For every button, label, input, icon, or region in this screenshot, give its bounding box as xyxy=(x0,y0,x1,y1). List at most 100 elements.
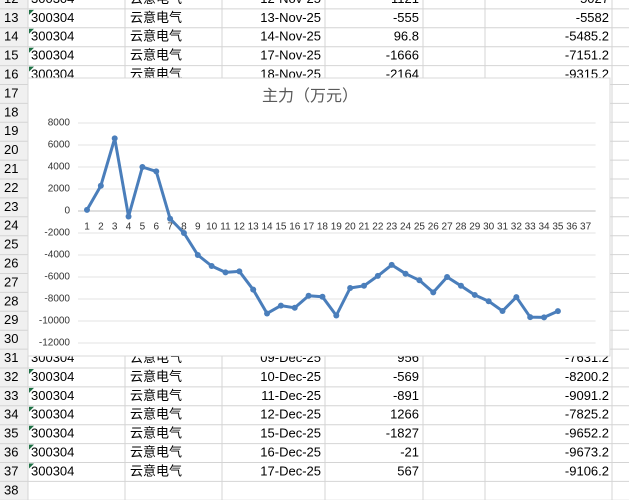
row-number: 23 xyxy=(4,199,18,214)
y-tick-label: -12000 xyxy=(39,338,71,349)
data-point xyxy=(97,182,104,189)
cell: 13-Nov-25 xyxy=(260,10,321,25)
x-tick-label: 6 xyxy=(153,222,159,233)
cell-marker xyxy=(29,444,34,450)
data-point xyxy=(139,164,146,170)
data-point xyxy=(305,292,312,299)
x-tick-label: 1 xyxy=(84,222,90,233)
cell: 300304 xyxy=(31,426,74,441)
x-tick-label: 25 xyxy=(414,222,426,233)
y-tick-label: 6000 xyxy=(48,140,71,151)
chart-area xyxy=(27,77,611,357)
x-tick-label: 14 xyxy=(261,222,273,233)
y-tick-label: 0 xyxy=(64,206,70,217)
cell: -1666 xyxy=(386,48,419,63)
data-point xyxy=(347,285,354,291)
x-tick-label: 16 xyxy=(289,222,301,233)
data-point xyxy=(388,261,395,268)
cell: 10-Dec-25 xyxy=(260,369,321,384)
row-number: 37 xyxy=(4,463,18,478)
x-tick-label: 20 xyxy=(345,222,357,233)
cell: -891 xyxy=(393,388,419,403)
data-point xyxy=(471,291,478,298)
x-tick-label: 13 xyxy=(248,222,260,233)
x-tick-label: 24 xyxy=(400,222,412,233)
cell: -569 xyxy=(393,369,419,384)
cell: -7825.2 xyxy=(565,407,609,422)
row-number: 20 xyxy=(4,142,18,157)
row-number: 17 xyxy=(4,85,18,100)
row-number: 38 xyxy=(4,482,18,497)
cell-marker xyxy=(29,47,34,53)
row-number: 16 xyxy=(4,66,18,81)
y-tick-label: 4000 xyxy=(48,162,71,173)
data-point xyxy=(444,274,451,280)
row-number: 18 xyxy=(4,104,18,119)
row-number: 22 xyxy=(4,180,18,195)
x-tick-label: 8 xyxy=(181,222,187,233)
cell: 云意电气 xyxy=(130,388,182,403)
cell: 300304 xyxy=(31,369,74,384)
data-point xyxy=(125,213,132,220)
y-tick-label: -2000 xyxy=(44,228,70,239)
row-number: 21 xyxy=(4,161,18,176)
cell: -5582 xyxy=(576,10,609,25)
x-tick-label: 21 xyxy=(358,222,370,233)
data-point xyxy=(402,270,409,277)
data-point xyxy=(236,268,243,275)
row-number: 13 xyxy=(4,10,18,25)
x-tick-label: 7 xyxy=(167,222,173,233)
x-tick-label: 12 xyxy=(234,222,246,233)
row-number: 29 xyxy=(4,312,18,327)
cell: 云意电气 xyxy=(130,444,182,459)
data-point xyxy=(84,206,90,213)
row-number: 32 xyxy=(4,369,18,384)
x-tick-label: 10 xyxy=(206,222,218,233)
row-number: 12 xyxy=(4,0,18,6)
x-tick-label: 27 xyxy=(442,222,454,233)
row-number: 14 xyxy=(4,29,18,44)
cell: 11-Dec-25 xyxy=(261,388,321,403)
x-tick-label: 19 xyxy=(331,222,343,233)
cell: -5027 xyxy=(576,0,609,6)
data-point xyxy=(208,263,215,269)
y-tick-label: -10000 xyxy=(39,316,71,327)
cell: 云意电气 xyxy=(130,407,182,422)
cell: 14-Nov-25 xyxy=(260,29,321,44)
cell: 云意电气 xyxy=(130,463,182,478)
chart: 主力（万元） -12000 -10000 -8000 -6000 -4000 -2000 0 2… xyxy=(27,77,611,357)
data-point xyxy=(527,314,534,321)
cell: 12-Dec-25 xyxy=(260,407,321,422)
x-tick-label: 11 xyxy=(220,222,231,233)
data-point xyxy=(153,168,160,175)
x-tick-label: 32 xyxy=(511,222,523,233)
cell: 12-Nov-25 xyxy=(260,0,321,6)
data-point xyxy=(374,272,381,279)
y-tick-label: 8000 xyxy=(48,118,71,129)
cell: 300304 xyxy=(31,407,74,422)
data-point xyxy=(264,310,271,317)
data-point xyxy=(333,312,340,319)
row-number: 19 xyxy=(4,123,18,138)
row-number: 24 xyxy=(4,218,18,233)
cell: 云意电气 xyxy=(130,10,182,25)
cell: -9091.2 xyxy=(565,388,609,403)
cell: 云意电气 xyxy=(130,369,182,384)
cell: 云意电气 xyxy=(130,48,182,63)
cell: 96.8 xyxy=(394,29,419,44)
chart-title: 主力（万元） xyxy=(262,87,358,105)
cell: 云意电气 xyxy=(130,426,182,441)
y-tick-label: -6000 xyxy=(44,272,70,283)
x-tick-label: 36 xyxy=(566,222,578,233)
data-point xyxy=(250,286,257,293)
x-tick-label: 4 xyxy=(126,222,132,233)
y-tick-label: 2000 xyxy=(48,184,71,195)
cell: 1266 xyxy=(390,407,419,422)
data-point xyxy=(194,252,201,258)
cell-marker xyxy=(29,406,34,412)
cell: 300304 xyxy=(31,29,74,44)
y-tick-label: -4000 xyxy=(44,250,70,261)
row-number: 27 xyxy=(4,274,18,289)
